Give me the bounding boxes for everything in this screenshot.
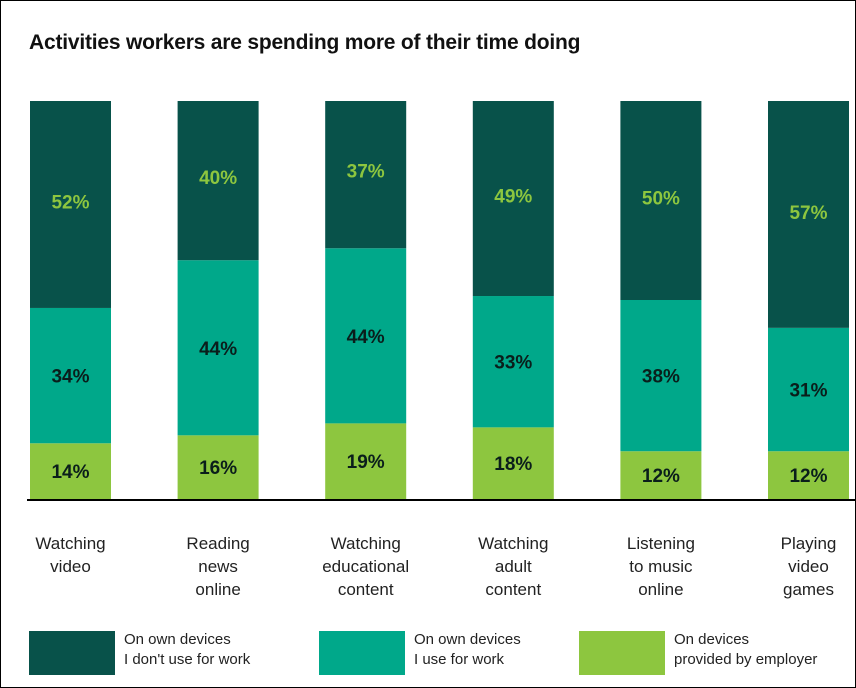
bar-segment (620, 101, 702, 300)
category-label: Listening to music online (627, 534, 695, 599)
legend: On own devices I don't use for work On o… (1, 629, 855, 675)
bar-segment (472, 101, 554, 297)
bar-segment (472, 427, 554, 499)
data-label: 49% (494, 186, 532, 207)
bar-segment (472, 296, 554, 428)
bar-segment (177, 435, 259, 499)
data-label: 12% (642, 466, 680, 487)
data-label: 44% (347, 327, 385, 348)
category-label: Watching video (35, 534, 105, 576)
legend-label: On own devices I don't use for work (124, 631, 251, 668)
bar-segment (177, 260, 259, 436)
legend-label: On own devices I use for work (414, 631, 521, 668)
bar-segment (30, 101, 111, 308)
data-label: 40% (199, 168, 237, 189)
stacked-bar-chart: 14% 34% 52% Watching video 16% 44% 40% Reading ne… (27, 101, 855, 599)
data-label: 16% (199, 458, 237, 479)
bar-segment (620, 300, 702, 452)
legend-swatch-lime (579, 631, 665, 675)
data-label: 14% (51, 462, 89, 483)
data-label: 19% (347, 452, 385, 473)
category-label: Playing video games (781, 534, 837, 599)
data-label: 37% (347, 162, 385, 183)
data-label: 31% (789, 381, 827, 402)
bar-segment (768, 101, 849, 328)
legend-item-own-devices-for-work: On own devices I use for work (319, 629, 569, 675)
category-label: Watching adult content (478, 534, 548, 599)
data-label: 12% (789, 466, 827, 487)
bar-segment (30, 443, 111, 499)
legend-label: On devices provided by employer (674, 631, 818, 668)
bar-segment (768, 451, 849, 499)
data-label: 18% (494, 454, 532, 475)
bar-segment (30, 307, 111, 444)
category-label: Watching educational content (322, 534, 409, 599)
bar-segment (325, 101, 407, 249)
data-label: 52% (51, 193, 89, 214)
legend-item-own-devices-not-for-work: On own devices I don't use for work (29, 629, 299, 675)
data-label: 33% (494, 353, 532, 374)
bar-segment (325, 423, 407, 499)
bar-segment (768, 327, 849, 452)
category-label: Reading news online (186, 534, 249, 599)
legend-swatch-dark-green (29, 631, 115, 675)
chart-title: Activities workers are spending more of … (29, 31, 581, 54)
data-label: 38% (642, 367, 680, 388)
legend-item-employer-devices: On devices provided by employer (579, 629, 849, 675)
data-label: 34% (51, 367, 89, 388)
bar-segment (177, 101, 259, 261)
data-label: 50% (642, 188, 680, 209)
bar-segment (325, 248, 407, 424)
bar-segment (620, 451, 702, 499)
legend-swatch-teal (319, 631, 405, 675)
data-label: 44% (199, 339, 237, 360)
data-label: 57% (789, 203, 827, 224)
